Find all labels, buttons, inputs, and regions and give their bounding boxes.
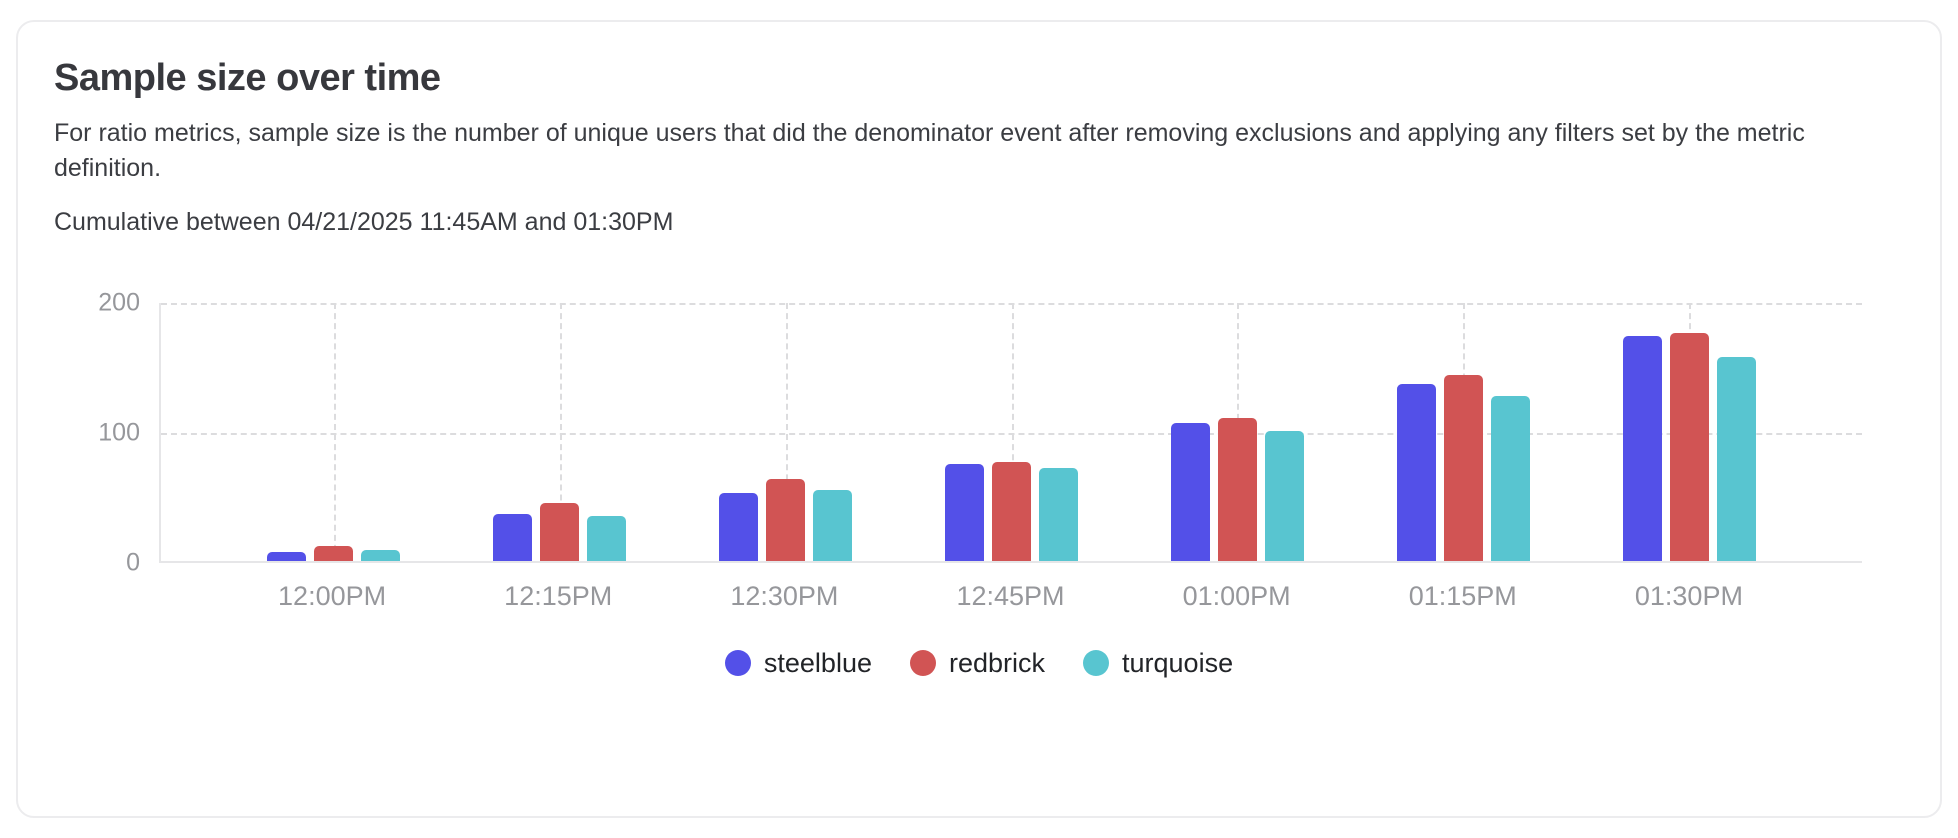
bar-steelblue-12:15PM[interactable] — [493, 513, 533, 561]
bar-group-01:30PM — [1576, 302, 1802, 561]
y-tick-label: 0 — [126, 548, 140, 577]
legend-item-turquoise[interactable]: turquoise — [1083, 648, 1233, 679]
bar-redbrick-12:15PM[interactable] — [540, 503, 580, 561]
y-tick-label: 200 — [98, 288, 140, 317]
legend-dot-icon — [909, 650, 936, 677]
chart-subtitle-cumulative-range: Cumulative between 04/21/2025 11:45AM an… — [54, 207, 674, 236]
bar-turquoise-12:30PM[interactable] — [813, 490, 853, 561]
y-tick-label: 100 — [98, 418, 140, 447]
legend-item-redbrick[interactable]: redbrick — [909, 647, 1046, 679]
bar-turquoise-01:15PM[interactable] — [1490, 395, 1530, 561]
x-tick-label: 12:30PM — [730, 580, 839, 611]
sample-size-card: Sample size over time For ratio metrics,… — [16, 20, 1942, 818]
bar-chart: 0 100 200 12:00PM 12:15PM 12:30PM 12:45PM 01:0… — [54, 288, 1904, 612]
bar-group-12:30PM — [673, 302, 899, 561]
bar-redbrick-01:15PM[interactable] — [1443, 374, 1483, 561]
gridline-x-12:45PM — [1011, 302, 1014, 561]
x-tick-label: 01:00PM — [1182, 580, 1291, 611]
bar-group-12:15PM — [447, 302, 673, 561]
bar-redbrick-12:30PM[interactable] — [766, 478, 806, 561]
legend-dot-icon — [724, 650, 751, 677]
bar-redbrick-12:45PM[interactable] — [992, 461, 1031, 561]
plot-area: 0 100 200 — [98, 288, 1862, 576]
legend-dot-icon — [1083, 650, 1110, 677]
page-title: Sample size over time — [54, 57, 441, 99]
gridline-x-12:15PM — [559, 302, 562, 561]
bar-group-12:45PM — [899, 302, 1125, 561]
chart-description: For ratio metrics, sample size is the nu… — [54, 118, 1805, 182]
bar-redbrick-01:00PM[interactable] — [1217, 417, 1257, 561]
bar-turquoise-01:30PM[interactable] — [1716, 356, 1756, 561]
x-axis: 12:00PM 12:15PM 12:30PM 12:45PM 01:00PM 01:15… — [159, 581, 1862, 612]
chart-legend: steelblue redbrick turquoise — [54, 648, 1904, 679]
bar-steelblue-12:30PM[interactable] — [719, 493, 759, 561]
legend-label: steelblue — [763, 647, 872, 678]
bar-group-01:15PM — [1350, 302, 1576, 561]
x-tick-label: 12:00PM — [278, 580, 387, 611]
bar-steelblue-01:00PM[interactable] — [1170, 422, 1210, 561]
x-tick-label: 01:30PM — [1634, 580, 1743, 611]
gridline-x-12:00PM — [333, 302, 336, 561]
gridline-x-12:30PM — [785, 302, 788, 561]
bar-groups — [161, 302, 1862, 561]
bar-turquoise-01:00PM[interactable] — [1264, 430, 1304, 561]
bar-turquoise-12:00PM[interactable] — [361, 550, 401, 561]
x-tick-label: 12:45PM — [956, 580, 1065, 611]
bar-steelblue-01:15PM[interactable] — [1396, 383, 1436, 561]
legend-label: redbrick — [948, 647, 1046, 678]
legend-item-steelblue[interactable]: steelblue — [724, 647, 872, 679]
bar-steelblue-12:00PM[interactable] — [267, 551, 307, 561]
x-tick-label: 12:15PM — [504, 580, 613, 611]
bar-steelblue-01:30PM[interactable] — [1622, 335, 1662, 561]
bar-group-01:00PM — [1124, 302, 1350, 561]
legend-label: turquoise — [1122, 647, 1234, 678]
bar-group-12:00PM — [221, 302, 447, 561]
bar-turquoise-12:15PM[interactable] — [587, 516, 627, 561]
bar-redbrick-12:00PM[interactable] — [314, 546, 354, 561]
x-tick-label: 01:15PM — [1408, 580, 1517, 611]
bar-steelblue-12:45PM[interactable] — [945, 464, 984, 561]
bar-turquoise-12:45PM[interactable] — [1039, 468, 1078, 561]
bar-redbrick-01:30PM[interactable] — [1669, 333, 1709, 561]
